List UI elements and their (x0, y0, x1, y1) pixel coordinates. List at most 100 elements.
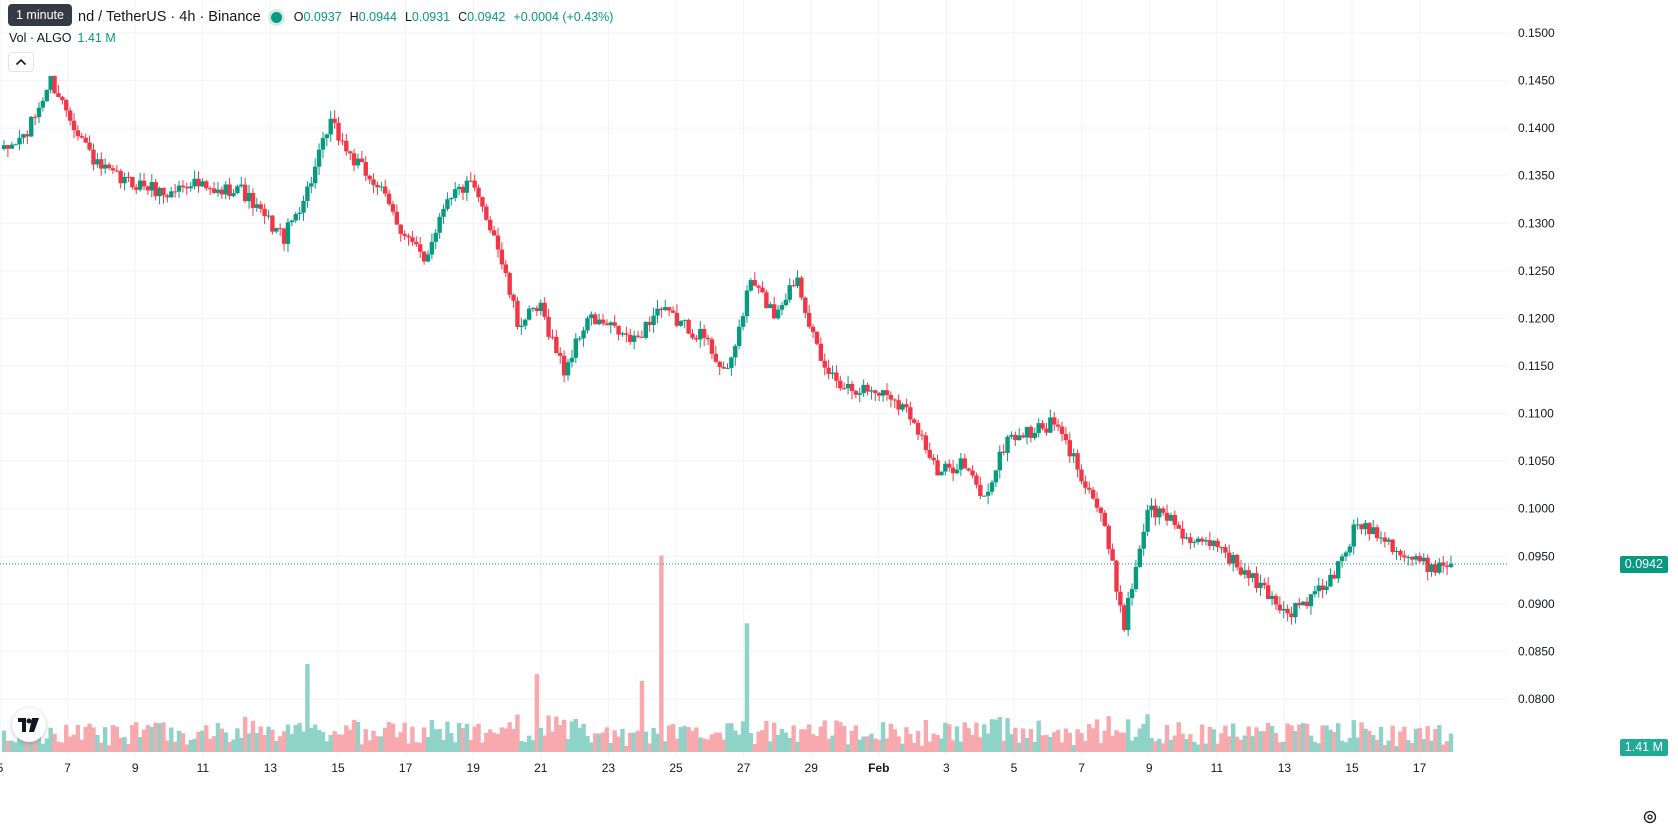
volume-bar (1188, 734, 1193, 752)
candle-body (1312, 591, 1318, 595)
candle-body (95, 159, 100, 165)
candle-body (204, 181, 209, 189)
candle-body (1425, 557, 1430, 572)
volume-bar (1160, 743, 1166, 752)
volume-bar (1098, 743, 1104, 752)
candle-body (1417, 556, 1423, 562)
volume-bar (1238, 739, 1244, 752)
candle-body (184, 187, 190, 189)
volume-bar (1052, 732, 1057, 752)
volume-bar (172, 741, 178, 752)
candle-body (1382, 537, 1388, 542)
volume-bar (398, 732, 403, 752)
candle-body (1409, 556, 1415, 560)
volume-bar (573, 719, 578, 752)
candle-body (1032, 432, 1037, 438)
candle-body (826, 367, 831, 375)
volume-bar (604, 727, 610, 752)
volume-bar (1429, 740, 1434, 752)
candle-body (293, 214, 298, 221)
candle-body (153, 182, 158, 197)
market-status-icon[interactable] (270, 11, 282, 23)
volume-bar (1406, 740, 1411, 752)
volume-bar (841, 725, 847, 752)
candle-body (25, 134, 30, 137)
volume-bar (915, 730, 921, 752)
volume-bar (947, 724, 952, 752)
candle-body (1437, 562, 1442, 573)
volume-bar (1176, 722, 1181, 752)
candle-body (1122, 605, 1127, 630)
candle-body (488, 219, 493, 231)
candle-body (9, 144, 14, 149)
candle-body (1402, 555, 1407, 558)
candle-body (340, 140, 345, 142)
candle-body (1285, 608, 1290, 614)
price-tick-label: 0.1350 (1518, 169, 1555, 183)
volume-bar (106, 745, 112, 752)
volume-bar (316, 729, 322, 752)
candle-body (1335, 561, 1341, 579)
candle-body (468, 180, 473, 182)
time-tick-label: 7 (64, 761, 71, 775)
volume-bar (1094, 719, 1100, 752)
time-tick-label: 27 (737, 761, 751, 775)
candle-body (1075, 453, 1080, 470)
volume-bar (1055, 729, 1061, 752)
candle-body (1087, 487, 1092, 490)
candle-body (900, 404, 905, 410)
candle-body (1, 145, 7, 149)
symbol-title[interactable]: nd / TetherUS · 4h · Binance (78, 9, 261, 25)
volume-bar (118, 737, 123, 752)
candle-body (616, 325, 621, 335)
volume-bar (1090, 728, 1096, 752)
tradingview-logo-icon[interactable] (12, 708, 46, 742)
candle-body (1238, 567, 1244, 575)
gear-icon[interactable] (1642, 809, 1658, 825)
candle-body (48, 76, 53, 90)
candle-body (771, 304, 777, 319)
candle-body (1172, 514, 1178, 526)
volume-bar (1192, 741, 1197, 752)
candle-body (791, 285, 796, 287)
candle-body (418, 244, 423, 252)
volume-bar (1444, 741, 1450, 752)
candle-body (180, 185, 186, 188)
volume-bar (83, 726, 88, 752)
candle-body (1254, 573, 1259, 589)
candle-body (449, 197, 454, 200)
candle-body (624, 333, 629, 335)
candle-body (1098, 507, 1104, 513)
time-axis[interactable]: 5 7 9 11 13 15 17 19 21 23 25 27 29 Feb 3 5 7 9 11 13 15 17 (0, 761, 1427, 775)
candle-body (1133, 566, 1139, 590)
volume-bar (686, 727, 691, 752)
volume-legend[interactable]: Vol · ALGO 1.41 M (9, 31, 116, 45)
candle-body (270, 215, 275, 232)
volume-bar (713, 732, 719, 752)
volume-bar (523, 742, 528, 752)
candle-body (589, 314, 594, 319)
candle-body (639, 336, 645, 338)
volume-bar (577, 727, 582, 752)
candle-body (647, 322, 652, 326)
price-tick-label: 0.1050 (1518, 454, 1555, 468)
volume-bar (1293, 731, 1298, 752)
volume-bar (1184, 738, 1189, 752)
volume-bar (355, 721, 361, 752)
candle-body (363, 161, 368, 176)
volume-bar (1316, 743, 1321, 752)
candle-body (1234, 555, 1240, 568)
volume-bar (1359, 722, 1364, 752)
volume-bar (328, 735, 333, 752)
candle-body (795, 277, 800, 286)
collapse-legend-button[interactable] (8, 52, 34, 72)
candle-body (838, 380, 843, 389)
volume-bar (670, 724, 676, 752)
candle-body (301, 201, 306, 213)
candle-body (1429, 564, 1434, 572)
price-axis[interactable]: 0.1500 0.1450 0.1400 0.1350 0.1300 0.1250 0.12… (1518, 26, 1555, 706)
volume-bar (756, 731, 761, 752)
candle-body (355, 158, 361, 166)
